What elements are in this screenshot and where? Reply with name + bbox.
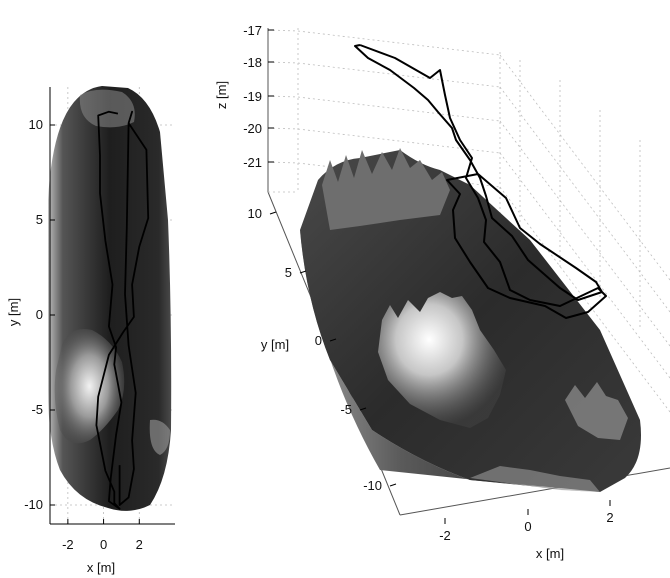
terrain-top-patch: [79, 89, 135, 128]
x-tick-label: 0: [524, 519, 531, 534]
y-tick-labels-3d: 10 5 0 -5 -10: [248, 206, 397, 493]
x-tick-labels: -2 0 2: [62, 519, 143, 552]
y-tick-label: -5: [340, 402, 352, 417]
z-tick-label: -19: [243, 89, 262, 104]
terrain-peak-highlight: [378, 292, 506, 428]
y-axis-label: y [m]: [6, 298, 21, 326]
top-view-plot: -2 0 2 10 5 0 -5 -10 x [m] y [m]: [6, 86, 175, 575]
y-tick-label: 0: [315, 333, 322, 348]
terrain-peaks-back: [322, 148, 450, 230]
z-tick-label: -20: [243, 121, 262, 136]
y-axis-label-3d: y [m]: [261, 337, 289, 352]
z-axis-label: z [m]: [214, 81, 229, 109]
x-tick-label: 2: [606, 510, 613, 525]
y-tick-mark: [269, 211, 277, 215]
x-tick-labels-3d: -2 0 2: [439, 500, 614, 543]
z-tick-label: -17: [243, 23, 262, 38]
y-tick-label: 10: [29, 117, 43, 132]
x-tick-label: 0: [100, 537, 107, 552]
terrain-surface: [48, 86, 172, 511]
grid-line-z: [499, 186, 670, 413]
grid-line-z: [499, 86, 670, 313]
y-tick-label: -10: [363, 478, 382, 493]
terrain-surface-3d: [300, 148, 641, 492]
y-tick-mark: [329, 338, 337, 342]
y-tick-labels: 10 5 0 -5 -10: [24, 117, 55, 512]
y-tick-label: 5: [36, 212, 43, 227]
x-tick-label: 2: [136, 537, 143, 552]
z-tick-label: -18: [243, 55, 262, 70]
z-tick-labels: -17 -18 -19 -20 -21: [243, 23, 274, 170]
z-tick-label: -21: [243, 155, 262, 170]
y-tick-label: 5: [285, 265, 292, 280]
terrain-right-patch: [149, 419, 170, 455]
y-tick-mark: [359, 407, 367, 411]
x-tick-label: -2: [439, 528, 451, 543]
terrain-front-edge: [470, 466, 600, 492]
y-tick-mark: [389, 483, 397, 487]
grid-line-z: [499, 152, 670, 379]
grid-line-z: [297, 96, 501, 122]
grid-line-z: [297, 128, 501, 154]
x-tick-label: -2: [62, 537, 74, 552]
axis-box: [267, 28, 670, 516]
y-tick-mark: [299, 270, 307, 274]
y-tick-label: -5: [31, 402, 43, 417]
y-tick-label: 0: [36, 307, 43, 322]
terrain-bright-patch: [54, 329, 125, 444]
y-tick-label: -10: [24, 497, 43, 512]
x-axis-label-3d: x [m]: [536, 546, 564, 561]
trajectory-line-3d: [354, 44, 607, 319]
y-tick-label: 10: [248, 206, 262, 221]
grid-line-z: [499, 54, 670, 281]
trajectory-line: [95, 110, 150, 510]
grid-line-z: [297, 30, 501, 56]
x-axis-label: x [m]: [87, 560, 115, 575]
terrain-right-peaks: [565, 382, 628, 440]
grid-line-z: [499, 120, 670, 347]
grid-line-z: [297, 62, 501, 88]
